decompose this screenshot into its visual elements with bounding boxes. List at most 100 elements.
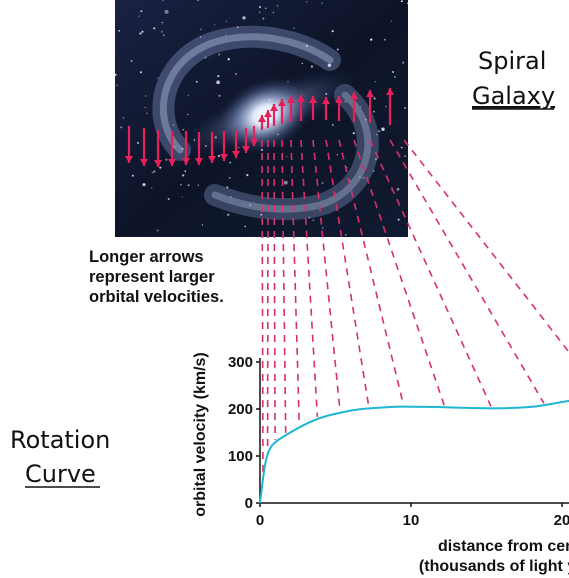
star <box>372 170 375 172</box>
star <box>321 227 324 229</box>
star <box>378 130 381 133</box>
star <box>336 153 339 156</box>
star <box>392 71 395 73</box>
star <box>283 180 288 185</box>
star <box>381 127 385 131</box>
star <box>358 176 361 179</box>
star <box>115 73 117 76</box>
star <box>258 5 262 9</box>
star <box>153 170 156 173</box>
star <box>402 61 405 64</box>
velocity-arrow-down <box>140 128 148 166</box>
star <box>225 34 227 36</box>
star <box>249 204 251 207</box>
star <box>216 80 220 85</box>
star <box>182 174 185 177</box>
star <box>172 124 175 126</box>
star <box>187 184 190 187</box>
projection-line <box>403 139 569 354</box>
velocity-arrow-up <box>366 90 374 123</box>
star <box>246 173 249 177</box>
projection-line <box>338 139 405 405</box>
velocity-arrow-up <box>309 96 317 120</box>
velocity-arrow-down <box>220 131 228 161</box>
star <box>373 110 375 113</box>
star <box>262 17 265 20</box>
projection-line <box>290 139 301 426</box>
star <box>140 10 143 13</box>
star <box>139 71 142 74</box>
star <box>199 36 202 38</box>
star <box>365 118 367 121</box>
star <box>218 53 221 56</box>
star <box>385 105 387 108</box>
star <box>406 2 408 5</box>
velocity-arrow-up <box>287 96 295 122</box>
star <box>394 76 396 78</box>
star <box>181 196 183 198</box>
projection-line <box>261 139 264 476</box>
star <box>370 38 373 41</box>
note-line2: represent larger <box>89 268 215 286</box>
star <box>120 126 123 129</box>
x-tick-label: 10 <box>403 512 420 529</box>
star <box>236 26 239 29</box>
star <box>144 106 146 109</box>
star <box>217 154 220 158</box>
star <box>400 146 403 149</box>
star <box>235 73 237 75</box>
star <box>138 15 141 17</box>
star <box>373 97 376 100</box>
star <box>116 84 118 87</box>
star <box>276 4 279 7</box>
velocity-arrows <box>125 88 394 167</box>
chart-axes <box>259 358 569 504</box>
projection-line <box>281 139 287 434</box>
star <box>159 166 162 169</box>
velocity-arrow-down <box>195 132 203 165</box>
curve-label-line2: Curve <box>25 460 96 488</box>
chart-ticks: 01002003000102030 <box>228 354 569 529</box>
x-axis-label-units: (thousands of light years) <box>419 558 569 575</box>
star <box>264 7 267 10</box>
note-line3: orbital velocities. <box>89 288 224 306</box>
star <box>260 213 263 216</box>
star <box>400 0 403 3</box>
velocity-arrow-up <box>270 104 278 126</box>
rotation-curve-chart: 01002003000102030 orbital velocity (km/s… <box>192 352 569 575</box>
star <box>244 225 247 228</box>
star <box>327 63 332 68</box>
star <box>151 172 153 174</box>
star <box>161 21 164 24</box>
star <box>396 187 400 191</box>
star <box>331 30 334 33</box>
star <box>173 146 176 148</box>
velocity-arrow-down <box>154 130 162 167</box>
star <box>321 181 324 185</box>
star <box>130 59 133 62</box>
velocity-arrow-down <box>242 128 250 153</box>
star <box>217 74 220 78</box>
star <box>162 34 165 36</box>
velocity-arrow-down <box>168 131 176 166</box>
star <box>144 95 147 97</box>
star <box>187 94 190 97</box>
star <box>352 132 355 135</box>
star <box>344 100 347 103</box>
star <box>344 234 347 236</box>
star <box>390 20 392 22</box>
star <box>397 218 400 221</box>
star <box>118 29 121 32</box>
projection-line <box>273 139 276 440</box>
y-tick-label: 100 <box>228 448 253 465</box>
star <box>242 16 246 20</box>
velocity-arrow-up <box>264 110 272 128</box>
star <box>141 30 144 33</box>
star <box>200 28 202 31</box>
series-line <box>259 399 569 504</box>
star <box>293 27 295 30</box>
star <box>228 177 231 179</box>
star <box>359 106 362 108</box>
star <box>383 38 386 41</box>
star <box>305 1 308 3</box>
